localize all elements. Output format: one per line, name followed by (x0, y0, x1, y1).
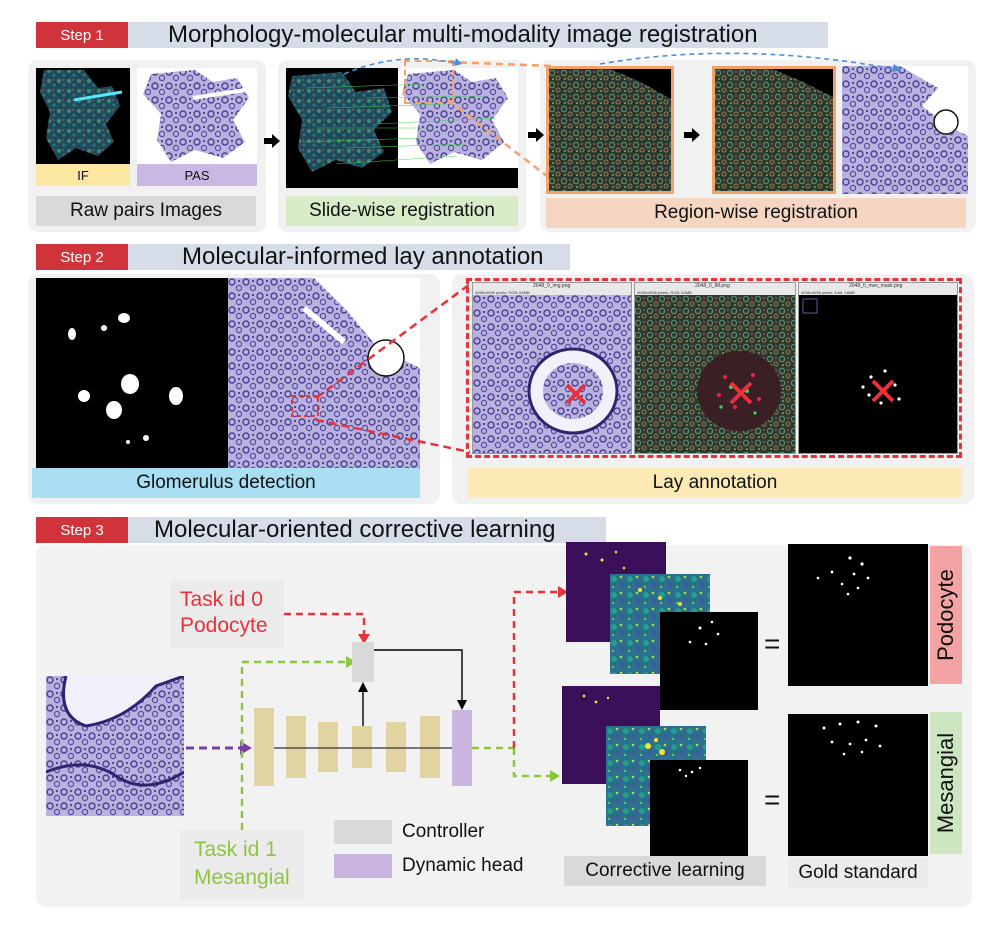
legend-controller-swatch (334, 820, 392, 844)
mesangial-equals: = (764, 784, 781, 815)
step1-title: Morphology-molecular multi-modality imag… (128, 21, 828, 48)
task0-line2: Podocyte (180, 614, 268, 637)
mesangial-label: Mesangial (930, 712, 962, 854)
raw-pairs-label: Raw pairs Images (36, 196, 256, 226)
gold-standard-label: Gold standard (788, 858, 928, 888)
window-info-2: 4096x4096 pixels; RGB; 64MB (637, 290, 692, 295)
task1-box (180, 830, 304, 900)
arrow-right-icon (264, 134, 280, 148)
podocyte-gold-standard (788, 544, 928, 686)
annotation-window-if: 2048_0_IM.png 4096x4096 pixels; RGB; 64M… (634, 282, 796, 454)
raw-pas-image (137, 68, 257, 164)
task0-line1: Task id 0 (180, 588, 263, 611)
podocyte-label: Podocyte (930, 546, 962, 684)
slide-wise-label: Slide-wise registration (286, 196, 518, 226)
legend-dynamic-label: Dynamic head (402, 855, 524, 876)
annotation-window-mask: 2048_0_mes_mask.png 4096x4096 pixels; 8-… (798, 282, 958, 454)
blue-arc-connector (343, 52, 902, 75)
arrow-right-icon (528, 128, 544, 142)
window-info-3: 4096x4096 pixels; 8-bit; 16MB (801, 290, 855, 295)
branch-arrows (512, 586, 568, 782)
if-label: IF (36, 164, 130, 186)
step2-title: Molecular-informed lay annotation (128, 243, 570, 270)
region-wise-label: Region-wise registration (546, 198, 966, 228)
zoom-connector (447, 60, 553, 181)
zoom-connector-red (315, 282, 470, 454)
podocyte-prediction (660, 612, 758, 710)
mesangial-prediction (650, 760, 748, 858)
lay-annotation-frame (466, 278, 962, 458)
window-title-1: 2048_0_img.png (533, 283, 571, 289)
glomerulus-detection-label: Glomerulus detection (32, 468, 420, 498)
region-if-image-1 (546, 66, 674, 194)
step3-title: Molecular-oriented corrective learning (128, 516, 606, 543)
slide-registration-image (286, 68, 518, 188)
step2-badge: Step 2 (36, 244, 128, 270)
task1-line1: Task id 1 (194, 838, 277, 861)
annotation-window-pas: 2048_0_img.png 4096x4096 pixels; RGB; 64… (472, 282, 632, 454)
glomerulus-mask-image (36, 278, 228, 470)
corrective-learning-label: Corrective learning (564, 856, 766, 886)
network-diagram (186, 612, 514, 830)
window-title-2: 2048_0_IM.png (695, 283, 730, 289)
task0-box (170, 580, 284, 648)
podocyte-equals: = (764, 628, 781, 659)
window-title-3: 2048_0_mes_mask.png (849, 283, 903, 289)
legend-dynamic-swatch (334, 854, 392, 878)
window-info-1: 4096x4096 pixels; RGB; 64MB (475, 290, 530, 295)
legend-controller-label: Controller (402, 821, 485, 842)
lay-annotation-label: Lay annotation (468, 468, 962, 498)
region-crop-box (404, 60, 454, 104)
glomerulus-pas-image (228, 278, 420, 470)
task1-line2: Mesangial (194, 866, 290, 889)
step3-badge: Step 3 (36, 517, 128, 543)
input-pas-patch (46, 676, 184, 816)
arrow-right-icon (684, 128, 700, 142)
region-pas-image (842, 66, 968, 194)
raw-if-image (36, 68, 130, 164)
mesangial-gold-standard (788, 714, 928, 856)
step1-badge: Step 1 (36, 22, 128, 48)
region-if-image-2 (712, 66, 836, 194)
pas-label: PAS (137, 164, 257, 186)
